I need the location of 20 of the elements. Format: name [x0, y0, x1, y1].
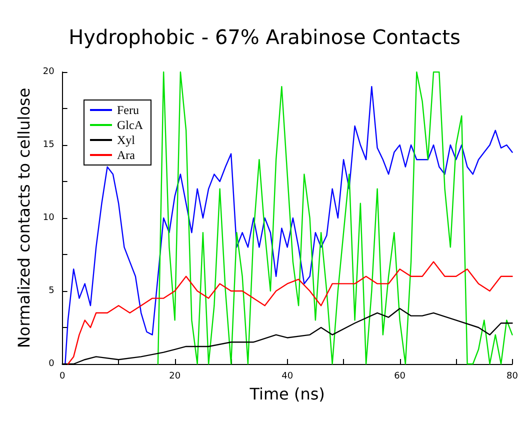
legend-label: Feru — [117, 103, 139, 117]
chart-title: Hydrophobic - 67% Arabinose Contacts — [68, 25, 460, 49]
line-series — [67, 261, 513, 365]
line-series — [64, 86, 513, 365]
y-tick-label: 5 — [48, 286, 54, 296]
x-tick-label: 40 — [282, 372, 294, 382]
y-tick-label: 20 — [42, 67, 55, 77]
legend-label: Ara — [117, 148, 136, 162]
x-tick-label: 20 — [169, 372, 181, 382]
legend-label: Xyl — [117, 133, 136, 147]
x-axis-title: Time (ns) — [248, 384, 325, 404]
y-tick-label: 0 — [48, 359, 55, 369]
x-tick-label: 0 — [59, 372, 66, 382]
x-tick-label: 60 — [394, 372, 406, 382]
y-tick-label: 15 — [42, 140, 54, 150]
y-tick-label: 10 — [42, 213, 55, 223]
line-series — [157, 71, 513, 365]
y-axis-title: Normalized contacts to cellulose — [14, 88, 34, 348]
legend-label: GlcA — [117, 118, 144, 132]
x-tick-label: 80 — [506, 372, 518, 382]
